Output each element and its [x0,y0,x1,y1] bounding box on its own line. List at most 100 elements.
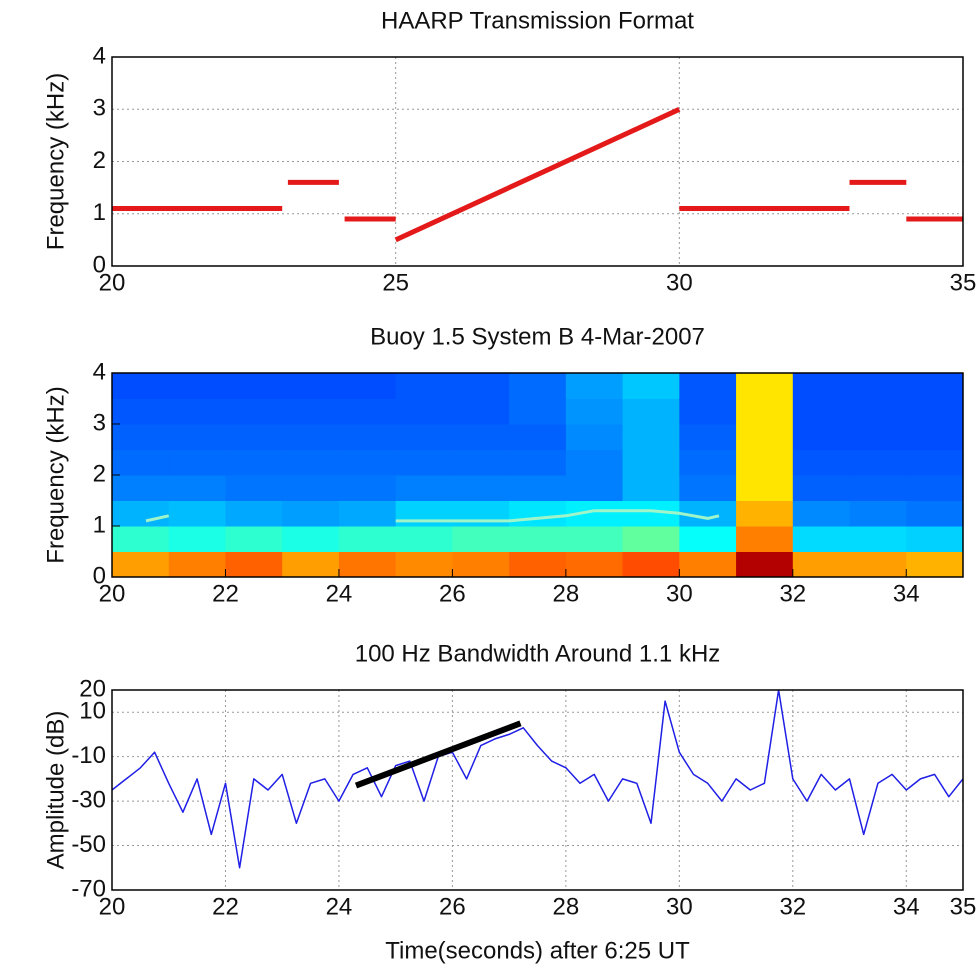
y-axis-label: Frequency (kHz) [42,73,69,250]
heat-cell [736,500,794,527]
heat-cell [736,373,794,399]
heat-cell [906,449,964,476]
y-tick-label: 10 [79,698,106,725]
heat-cell [395,551,453,578]
heat-cell [452,526,510,552]
y-tick-label: 20 [79,675,106,702]
heat-cell [338,449,397,476]
y-tick-label: 0 [93,562,106,589]
data-line [354,720,522,789]
panel: HAARP Transmission Format Frequency (kHz)… [42,7,976,296]
heat-cell [112,475,170,501]
heat-cell [282,500,340,527]
x-tick-label: 35 [950,269,977,296]
heat-cell [225,398,283,425]
heat-cell [792,449,851,476]
heat-cell [168,551,226,578]
heat-cell [565,551,624,578]
heat-cell [282,551,340,578]
heat-cell [509,500,567,527]
x-tick-label: 20 [99,893,126,920]
heat-cell [622,526,680,552]
x-tick-label: 35 [950,893,977,920]
x-tick-label: 28 [553,580,580,607]
heat-cell [338,373,397,399]
y-tick-label: 2 [93,147,106,174]
heat-cell [395,475,453,501]
heat-cell [225,475,283,501]
heat-cell [225,551,283,578]
heat-cell [395,398,453,425]
heat-cell [736,551,794,578]
heat-cell [849,373,907,399]
heat-cell [338,475,397,501]
heat-cell [792,424,851,450]
heat-cell [168,373,226,399]
heat-cell [565,449,624,476]
heat-cell [679,449,737,476]
y-tick-label: 3 [93,409,106,436]
heat-cell [112,551,170,578]
x-tick-label: 20 [99,580,126,607]
heat-cell [622,449,680,476]
heat-cell [792,500,851,527]
heat-cell [112,526,170,552]
heat-cell [452,373,510,399]
heat-cell [622,424,680,450]
x-tick-label: 26 [439,580,466,607]
x-axis-label: Time(seconds) after 6:25 UT [385,937,690,964]
heat-cell [395,500,453,527]
heat-cell [849,398,907,425]
x-tick-label: 32 [779,580,806,607]
data-line [112,107,963,243]
heat-cell [679,551,737,578]
panel: Buoy 1.5 System B 4-Mar-2007 Frequency (k… [42,323,964,607]
y-tick-label: -10 [71,742,106,769]
chart-title: 100 Hz Bandwidth Around 1.1 kHz [355,640,721,667]
y-tick-label: 0 [93,251,106,278]
y-tick-label: -50 [71,831,106,858]
heat-cell [112,398,170,425]
x-tick-label: 20 [99,269,126,296]
heat-cell [452,551,510,578]
y-axis-label: Frequency (kHz) [42,386,69,563]
y-tick-label: 3 [93,95,106,122]
heat-cell [509,398,567,425]
plot-frame [111,372,964,578]
heat-cell [509,475,567,501]
heat-cell [792,551,851,578]
heat-cell [452,500,510,527]
heat-cell [736,475,794,501]
heat-cell [509,424,567,450]
heat-cell [112,373,170,399]
heat-cell [225,500,283,527]
heat-cell [509,449,567,476]
y-tick-label: -70 [71,875,106,902]
heat-cell [622,398,680,425]
heat-cell [906,475,964,501]
heat-cell [565,373,624,399]
heat-cell [679,526,737,552]
heat-cell [906,500,964,527]
x-tick-label: 30 [666,580,693,607]
heat-cell [452,398,510,425]
heat-cell [906,424,964,450]
plot-frame [111,689,964,891]
heat-cell [509,526,567,552]
heat-cell [849,475,907,501]
y-tick-label: 1 [93,199,106,226]
heat-cell [906,398,964,425]
heat-cell [565,398,624,425]
x-tick-label: 24 [326,580,353,607]
heat-cell [338,500,397,527]
heat-cell [395,526,453,552]
heat-cell [849,526,907,552]
y-tick-label: 4 [93,42,106,69]
heat-cell [282,373,340,399]
heat-cell [282,398,340,425]
heat-cell [452,475,510,501]
heat-cell [112,500,170,527]
heat-cell [338,398,397,425]
heat-cell [622,551,680,578]
